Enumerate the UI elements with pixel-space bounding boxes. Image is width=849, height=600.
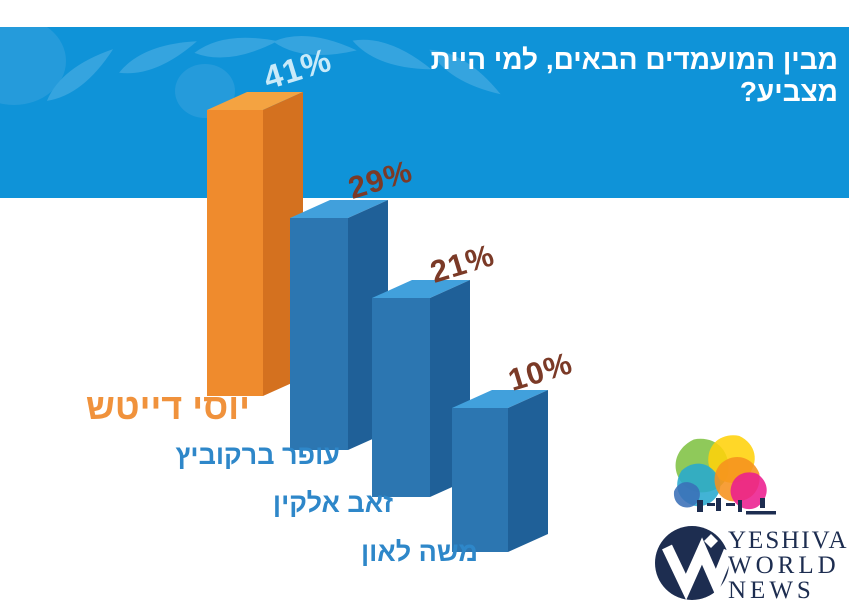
ywn-logo (655, 526, 735, 600)
bar-front-face-0 (207, 110, 263, 396)
obscured-logo-text (697, 498, 776, 515)
bar-category-label-0: יוסי דייטש (85, 386, 250, 427)
bar-side-face-3 (508, 390, 548, 552)
page-title: מבין המועמדים הבאים, למי היית מצביע? (430, 44, 838, 108)
bar-top-face-2 (372, 280, 470, 298)
bar-column-3 (452, 390, 548, 552)
bar-front-face-3 (452, 408, 508, 552)
bar-top-face-3 (452, 390, 548, 408)
ywn-wordmark-line: YESHIVA (728, 527, 849, 554)
bar-category-label-2: זאב אלקין (272, 488, 393, 518)
bar-front-face-2 (372, 298, 430, 497)
ywn-w-icon (662, 537, 735, 600)
ywn-diamond-icon (704, 534, 718, 548)
glow-blob-icon (0, 27, 66, 105)
ywn-wordmark-line: WORLD (728, 552, 840, 579)
bar-column-1 (290, 200, 388, 450)
bar-category-label-1: עופר ברקוביץ (175, 440, 340, 470)
ywn-wordmark-line: NEWS (728, 577, 815, 600)
bar-front-face-1 (290, 218, 348, 450)
bar-category-label-3: משה לאון (361, 537, 478, 567)
bar-top-face-1 (290, 200, 388, 218)
header-band (0, 27, 849, 198)
bar-top-face-0 (207, 92, 303, 110)
